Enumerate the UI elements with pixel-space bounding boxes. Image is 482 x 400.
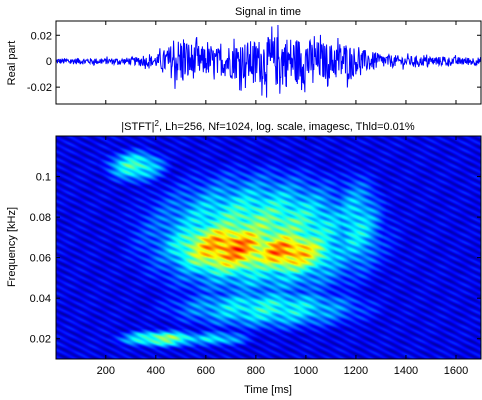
stft-xtick-label: 1000 <box>294 365 318 377</box>
stft-ytick-label: 0.08 <box>30 212 51 224</box>
stft-ytick-label: 0.02 <box>30 334 51 346</box>
stft-xlabel: Time [ms] <box>244 384 292 396</box>
stft-ticks: 200 400 600 800 1000 1200 1400 1600 0.02 0.04 0.06… <box>30 136 481 377</box>
stft-xtick-label: 800 <box>247 365 265 377</box>
stft-title-rest: , Lh=256, Nf=1024, log. scale, imagesc, … <box>159 121 415 133</box>
stft-ytick-label: 0.06 <box>30 253 51 265</box>
stft-xtick-label: 200 <box>97 365 115 377</box>
stft-xtick-label: 1600 <box>444 365 468 377</box>
stft-ylabel: Frequency [kHz] <box>6 207 18 287</box>
signal-title: Signal in time <box>235 6 301 18</box>
stft-xtick-label: 1400 <box>394 365 418 377</box>
stft-ytick-label: 0.04 <box>30 293 51 305</box>
stft-axes-frame <box>55 135 482 360</box>
stft-xtick-label: 600 <box>197 365 215 377</box>
stft-xtick-label: 1200 <box>344 365 368 377</box>
signal-ylabel: Real part <box>6 41 18 86</box>
signal-ytick-label: 0 <box>46 56 52 68</box>
signal-ticks: -0.02 0 0.02 <box>27 21 481 104</box>
stft-panel: |STFT|2, Lh=256, Nf=1024, log. scale, im… <box>6 119 482 396</box>
signal-ytick-label: -0.02 <box>27 82 52 94</box>
stft-heatmap <box>56 136 481 359</box>
stft-xtick-label: 400 <box>147 365 165 377</box>
signal-series-line <box>55 25 482 98</box>
signal-ytick-label: 0.02 <box>31 30 52 42</box>
stft-title-main: |STFT| <box>121 121 154 133</box>
signal-panel: Signal in time -0.02 0 0.02 Real part <box>6 6 482 105</box>
stft-heatmap-container <box>56 136 481 359</box>
stft-ytick-label: 0.1 <box>36 172 51 184</box>
stft-title-superscript: 2 <box>155 119 160 128</box>
stft-title: |STFT|2, Lh=256, Nf=1024, log. scale, im… <box>121 119 415 133</box>
signal-axes-frame <box>55 20 482 105</box>
